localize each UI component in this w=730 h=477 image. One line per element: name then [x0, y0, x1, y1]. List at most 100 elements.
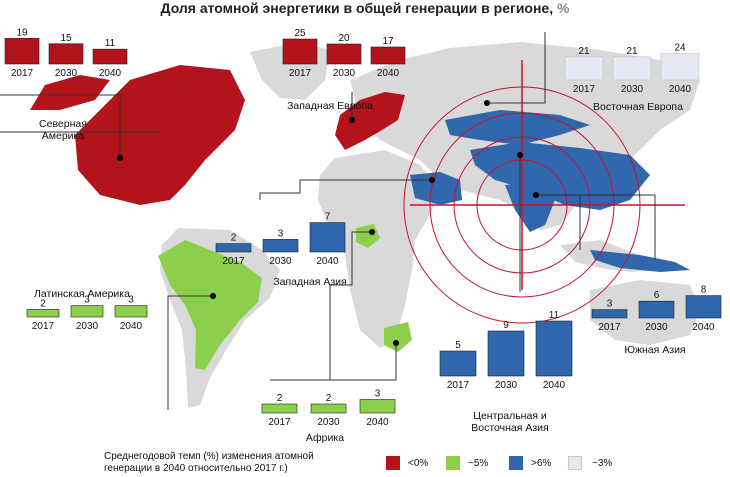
- bar: [612, 56, 652, 81]
- x-tick-label: 2030: [645, 322, 668, 333]
- data-label: 2: [277, 393, 283, 404]
- data-label: 11: [105, 38, 116, 49]
- label-south-asia: Южная Азия: [624, 344, 686, 356]
- label-africa: Африка: [305, 432, 345, 444]
- target-rings: [403, 60, 685, 324]
- legend-swatch-red: [386, 456, 400, 470]
- data-label: 15: [60, 33, 72, 44]
- x-tick-label: 2030: [333, 68, 356, 79]
- label-west-europe: Западная Европа: [287, 100, 373, 112]
- data-label: 3: [607, 299, 613, 310]
- leader-lines: [0, 32, 656, 410]
- data-label: 8: [701, 285, 707, 296]
- x-tick-label: 2040: [692, 322, 715, 333]
- bar: [310, 403, 347, 414]
- bar: [660, 53, 700, 81]
- bar: [359, 399, 396, 414]
- data-label: 17: [382, 36, 394, 47]
- bar: [215, 243, 252, 253]
- x-tick-label: 2017: [222, 256, 245, 267]
- x-tick-label: 2040: [99, 68, 122, 79]
- x-tick-label: 2040: [316, 256, 339, 267]
- label-west-asia: Западная Азия: [273, 276, 347, 288]
- legend-caption: Среднегодовой темп (%) изменения атомной…: [104, 451, 314, 475]
- legend-label-3: ~3%: [592, 458, 613, 469]
- region-north-america-area: [75, 65, 245, 205]
- legend-label-5: ~5%: [468, 458, 489, 469]
- data-label: 24: [674, 43, 686, 54]
- legend-caption-line1: Среднегодовой темп (%) изменения атомной: [104, 451, 314, 462]
- x-tick-label: 2030: [621, 84, 644, 95]
- data-label: 3: [278, 228, 284, 239]
- bar: [114, 305, 148, 318]
- x-tick-label: 2017: [289, 68, 312, 79]
- region-latin-america-area: [158, 240, 262, 370]
- x-tick-label: 2017: [32, 321, 55, 332]
- data-label: 6: [654, 290, 660, 301]
- data-label: 5: [455, 340, 461, 351]
- x-tick-label: 2040: [377, 68, 400, 79]
- bar: [48, 43, 84, 65]
- bar: [591, 309, 628, 319]
- data-label: 9: [503, 320, 509, 331]
- bar: [92, 48, 128, 65]
- data-label: 25: [294, 28, 306, 39]
- legend-swatch-blue: [509, 456, 523, 470]
- x-tick-label: 2040: [543, 380, 566, 391]
- chart-title: Доля атомной энергетики в общей генераци…: [0, 0, 730, 16]
- bar: [638, 300, 675, 319]
- data-label: 11: [549, 310, 560, 321]
- x-tick-label: 2030: [76, 321, 99, 332]
- bar: [262, 239, 299, 253]
- legend-label-6: >6%: [531, 458, 552, 469]
- data-label: 7: [325, 212, 331, 223]
- data-label: 3: [128, 295, 134, 306]
- africa: [318, 150, 440, 348]
- x-tick-label: 2030: [269, 256, 292, 267]
- legend-caption-line2: генерации в 2040 относительно 2017 г.): [104, 463, 288, 474]
- label-central-east-asia: Центральная и Восточная Азия: [471, 410, 549, 434]
- x-tick-label: 2017: [447, 380, 470, 391]
- region-south-africa-area: [384, 322, 412, 352]
- bar: [685, 295, 722, 319]
- bar: [261, 403, 298, 414]
- data-label: 21: [626, 46, 638, 57]
- label-north-america: Северная Америка: [39, 118, 87, 142]
- leader-dots: [117, 100, 539, 346]
- bar: [439, 350, 477, 377]
- data-label: 20: [338, 33, 350, 44]
- x-tick-label: 2040: [669, 84, 692, 95]
- x-tick-label: 2030: [317, 417, 340, 428]
- bar: [535, 320, 573, 377]
- data-label: 2: [326, 393, 332, 404]
- chart-title-unit: %: [557, 0, 570, 16]
- x-tick-label: 2017: [573, 84, 596, 95]
- bar: [487, 330, 525, 377]
- data-label: 3: [375, 389, 381, 400]
- bar: [370, 46, 406, 65]
- region-indonesia-area: [590, 250, 690, 272]
- region-alaska-area: [30, 75, 110, 110]
- bar: [70, 305, 104, 318]
- data-label: 2: [231, 233, 237, 244]
- x-tick-label: 2030: [55, 68, 78, 79]
- chart-title-text: Доля атомной энергетики в общей генераци…: [160, 0, 554, 16]
- bar: [564, 56, 604, 81]
- bar: [309, 222, 346, 253]
- data-label: 3: [84, 295, 90, 306]
- data-label: 2: [40, 298, 46, 309]
- x-tick-label: 2017: [268, 417, 291, 428]
- x-tick-label: 2030: [495, 380, 518, 391]
- x-tick-label: 2040: [366, 417, 389, 428]
- data-label: 21: [578, 46, 590, 57]
- chart-group: 1920171520301120402520172020301720402120…: [4, 27, 722, 428]
- bar: [26, 309, 60, 318]
- label-east-europe: Восточная Европа: [593, 101, 683, 113]
- region-central-east-asia-area: [470, 142, 650, 210]
- label-latin-america: Латинская Америка: [34, 288, 130, 300]
- bar: [326, 43, 362, 65]
- legend-label-neg: <0%: [408, 458, 429, 469]
- bar: [282, 38, 318, 65]
- x-tick-label: 2040: [120, 321, 143, 332]
